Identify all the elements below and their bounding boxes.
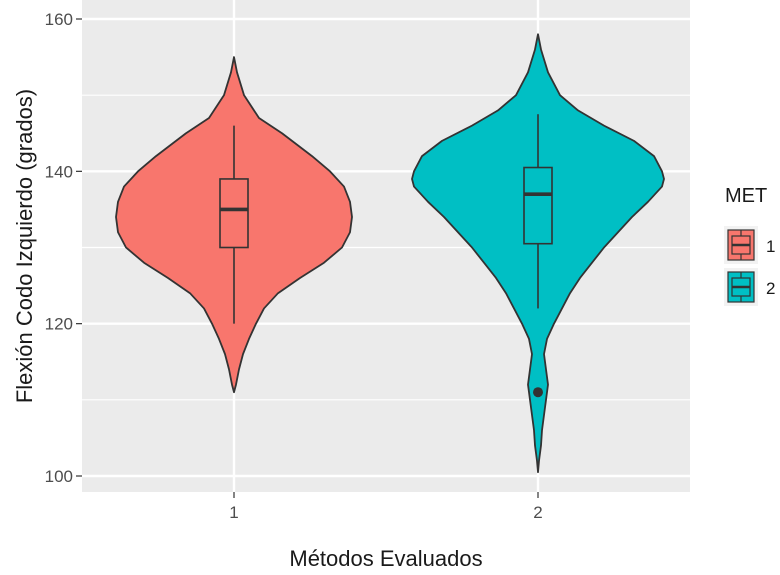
- x-tick-label: 2: [533, 503, 542, 522]
- violins: [115, 33, 665, 474]
- y-tick-label: 100: [45, 467, 73, 486]
- legend-key-1: [724, 226, 758, 264]
- y-tick-label: 120: [45, 315, 73, 334]
- box-2: [523, 166, 553, 245]
- outlier-point: [533, 387, 543, 398]
- x-axis-title: Métodos Evaluados: [289, 546, 482, 571]
- legend-title: MET: [725, 185, 767, 207]
- legend-label: 1: [766, 237, 775, 256]
- legend-label: 2: [766, 279, 775, 298]
- y-tick-label: 140: [45, 162, 73, 181]
- y-axis: 100 120 140 160: [45, 10, 82, 486]
- y-tick-label: 160: [45, 10, 73, 29]
- legend: MET 1 2: [724, 185, 775, 306]
- y-axis-title: Flexión Codo Izquierdo (grados): [12, 89, 37, 403]
- x-tick-label: 1: [229, 503, 238, 522]
- legend-key-2: [724, 268, 758, 306]
- box-1: [219, 178, 249, 249]
